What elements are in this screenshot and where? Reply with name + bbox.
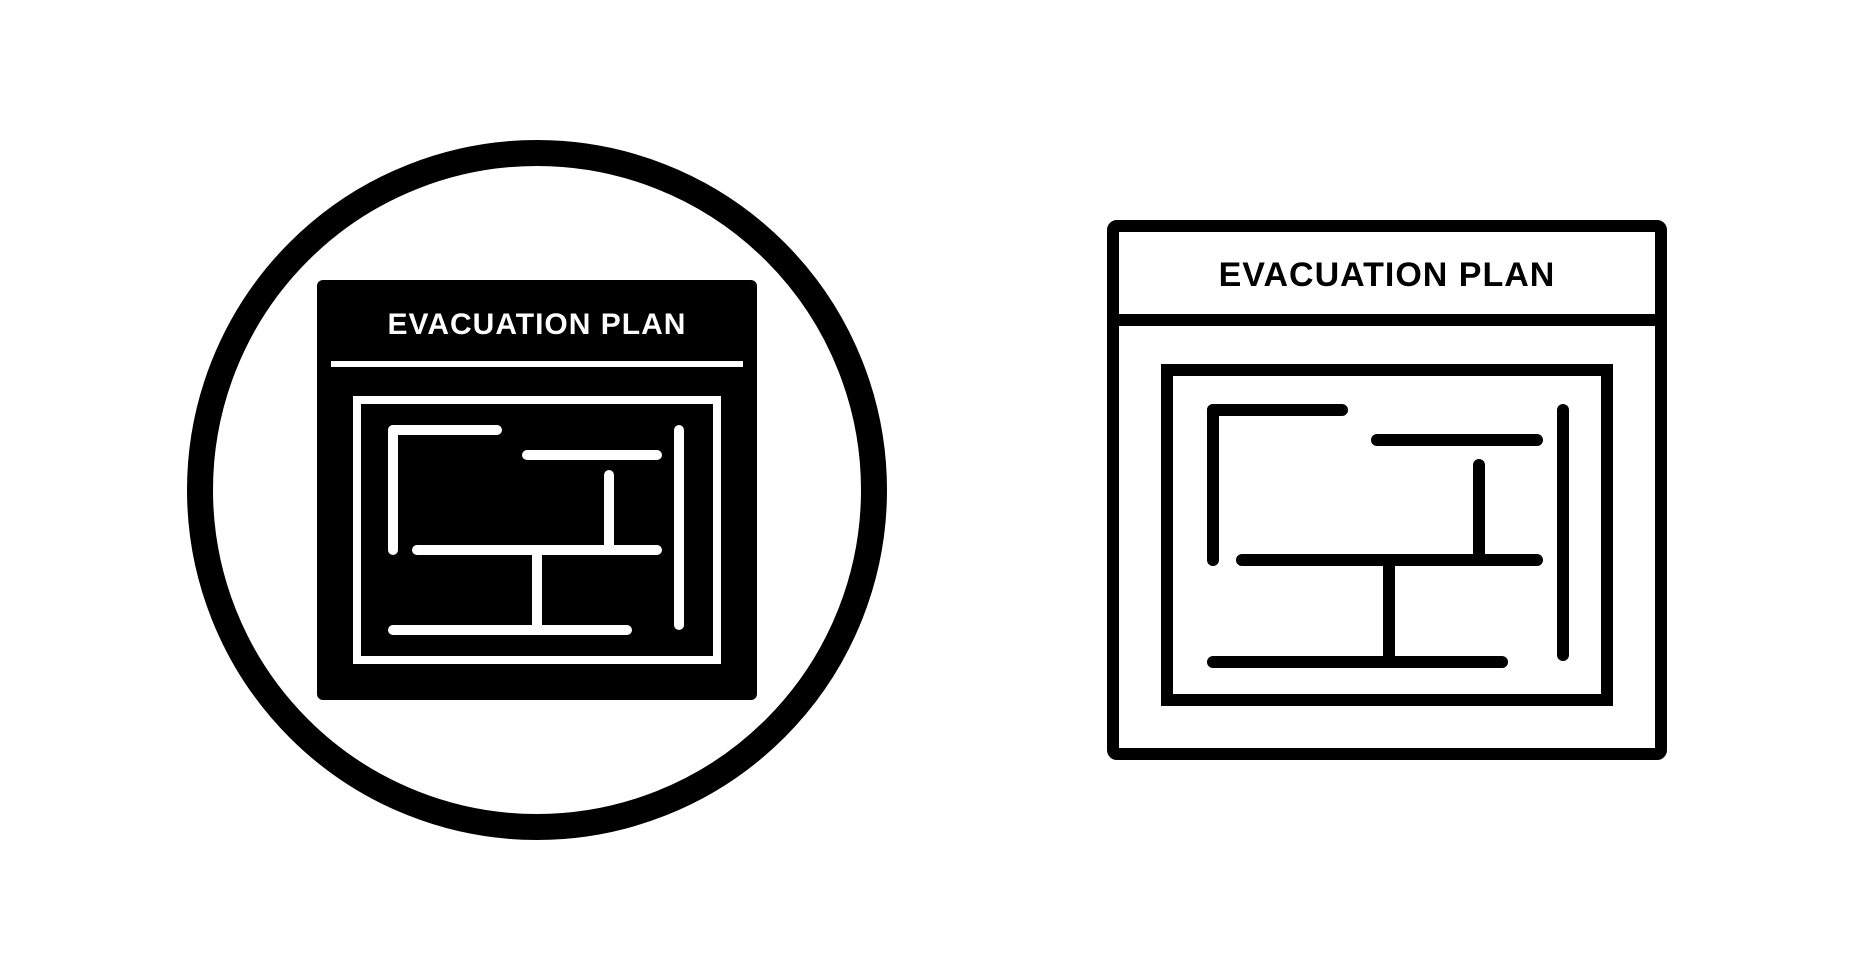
evacuation-plan-outline-icon: EVACUATION PLAN [1107, 220, 1667, 760]
panel-title: EVACUATION PLAN [388, 308, 687, 341]
panel-border [1113, 226, 1661, 754]
floorplan [1167, 370, 1607, 700]
panel: EVACUATION PLAN [317, 280, 757, 700]
evacuation-plan-filled-icon: EVACUATION PLAN [187, 140, 887, 840]
panel-title: EVACUATION PLAN [1219, 256, 1556, 294]
